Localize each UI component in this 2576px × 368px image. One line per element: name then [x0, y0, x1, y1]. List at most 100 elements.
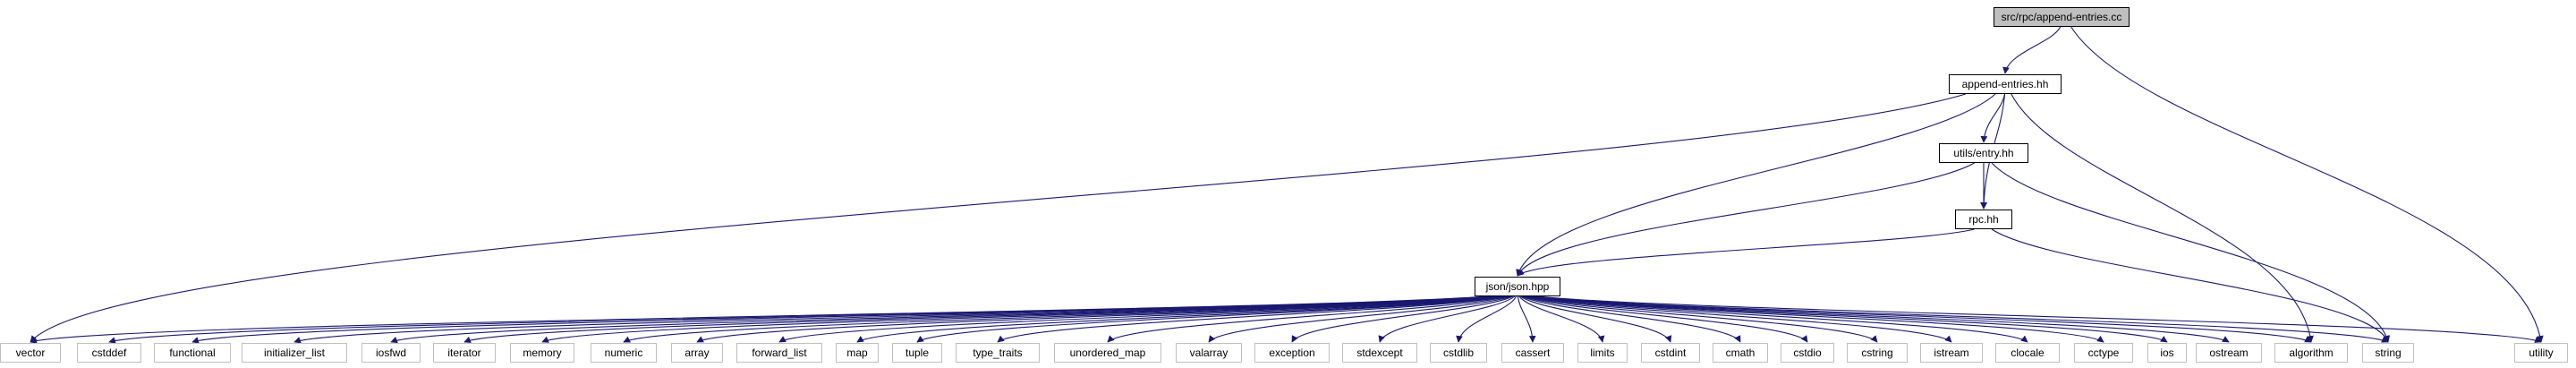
edge-root-to-utility [2070, 26, 2544, 343]
node-exception: exception [1254, 343, 1330, 363]
node-label: cstddef [91, 347, 127, 359]
node-label: cstdint [1654, 347, 1687, 359]
edge-json_hpp-to-map [856, 295, 1505, 343]
node-iterator: iterator [433, 343, 496, 363]
node-label: string [2375, 347, 2402, 359]
node-root-file[interactable]: src/rpc/append-entries.cc [1994, 7, 2130, 27]
node-type-traits: type_traits [956, 343, 1040, 363]
edge-json_hpp-to-unordered_map [1107, 295, 1509, 343]
node-initializer-list: initializer_list [242, 343, 347, 363]
edges-layer [30, 26, 2544, 344]
node-label: memory [523, 347, 562, 359]
edge-json_hpp-to-clocale [1527, 295, 2028, 343]
edge-json_hpp-to-cstdint [1520, 295, 1672, 343]
edge-json_hpp-to-memory [541, 295, 1499, 343]
edge-json_hpp-to-cstring [1524, 295, 1878, 343]
edge-json_hpp-to-stdexcept [1378, 295, 1516, 343]
node-label: cctype [2087, 347, 2120, 359]
node-label: limits [1590, 347, 1615, 359]
edge-json_hpp-to-cassert [1517, 295, 1536, 343]
node-json-hpp[interactable]: json/json.hpp [1475, 277, 1560, 296]
edge-append_entries_hh-to-vector [30, 93, 1967, 343]
node-label: iterator [447, 347, 481, 359]
node-label: json/json.hpp [1485, 280, 1550, 293]
node-clocale: clocale [1995, 343, 2060, 363]
node-label: forward_list [752, 347, 807, 359]
node-cmath: cmath [1713, 343, 1768, 363]
node-label: utils/entry.hh [1953, 147, 2014, 159]
node-numeric: numeric [591, 343, 657, 363]
edge-json_hpp-to-cctype [1529, 295, 2104, 343]
node-unordered-map: unordered_map [1054, 343, 1161, 363]
node-cstddef: cstddef [77, 343, 141, 363]
node-label: append-entries.hh [1961, 78, 2049, 90]
edge-utils_entry_hh-to-string [1991, 162, 2391, 343]
node-label: tuple [905, 347, 930, 359]
node-label: src/rpc/append-entries.cc [2001, 11, 2122, 23]
edge-json_hpp-to-istream [1526, 295, 1952, 343]
node-label: functional [169, 347, 216, 359]
edge-json_hpp-to-ios [1530, 295, 2168, 343]
node-forward-list: forward_list [736, 343, 822, 363]
edge-json_hpp-to-forward_list [778, 295, 1503, 343]
node-append-entries-hh[interactable]: append-entries.hh [1949, 74, 2062, 94]
node-label: rpc.hh [1968, 213, 1999, 226]
edge-rpc_hh-to-string [1991, 228, 2390, 343]
node-cstdio: cstdio [1781, 343, 1834, 363]
node-rpc-hh[interactable]: rpc.hh [1955, 210, 2012, 229]
node-label: vector [15, 347, 46, 359]
node-label: utility [2529, 347, 2554, 359]
node-label: ostream [2209, 347, 2249, 359]
node-vector: vector [0, 343, 61, 363]
node-label: type_traits [973, 347, 1023, 359]
node-label: cstdio [1793, 347, 1822, 359]
edge-json_hpp-to-numeric [623, 295, 1501, 343]
node-ios: ios [2147, 343, 2187, 363]
node-label: exception [1269, 347, 1315, 359]
node-label: map [846, 347, 868, 359]
node-utility: utility [2514, 343, 2568, 363]
edge-rpc_hh-to-json_hpp [1517, 228, 1975, 277]
edge-json_hpp-to-ostream [1531, 295, 2230, 343]
node-functional: functional [154, 343, 231, 363]
edge-append_entries_hh-to-utils_entry_hh [1980, 93, 2006, 143]
node-label: cassert [1515, 347, 1551, 359]
node-stdexcept: stdexcept [1342, 343, 1417, 363]
edge-append_entries_hh-to-json_hpp [1516, 93, 1996, 277]
node-istream: istream [1920, 343, 1983, 363]
edge-json_hpp-to-array [696, 295, 1501, 343]
node-label: algorithm [2289, 347, 2334, 359]
edge-json_hpp-to-algorithm [1533, 295, 2312, 343]
node-label: numeric [604, 347, 643, 359]
edge-json_hpp-to-tuple [916, 295, 1506, 343]
node-map: map [836, 343, 879, 363]
edge-json_hpp-to-exception [1291, 295, 1514, 343]
node-label: cstdlib [1442, 347, 1474, 359]
node-utils-entry-hh[interactable]: utils/entry.hh [1939, 143, 2028, 163]
node-ostream: ostream [2196, 343, 2262, 363]
edge-json_hpp-to-valarray [1208, 295, 1512, 343]
node-cstdlib: cstdlib [1430, 343, 1487, 363]
edge-json_hpp-to-string [1535, 295, 2389, 343]
node-cstdint: cstdint [1641, 343, 1700, 363]
node-label: unordered_map [1069, 347, 1146, 359]
edge-utils_entry_hh-to-json_hpp [1517, 162, 1975, 277]
node-label: iosfwd [375, 347, 406, 359]
node-label: istream [1934, 347, 1969, 359]
edge-json_hpp-to-cstdlib [1456, 295, 1518, 343]
node-label: cstring [1861, 347, 1893, 359]
node-label: valarray [1189, 347, 1228, 359]
edge-root-to-append_entries_hh [2002, 26, 2062, 74]
edge-append_entries_hh-to-algorithm [2011, 93, 2314, 343]
node-array: array [671, 343, 723, 363]
node-label: stdexcept [1356, 347, 1403, 359]
node-cassert: cassert [1501, 343, 1564, 363]
edge-json_hpp-to-cmath [1521, 295, 1741, 343]
node-tuple: tuple [892, 343, 942, 363]
node-cstring: cstring [1847, 343, 1908, 363]
node-algorithm: algorithm [2274, 343, 2348, 363]
node-memory: memory [510, 343, 574, 363]
node-valarray: valarray [1176, 343, 1242, 363]
